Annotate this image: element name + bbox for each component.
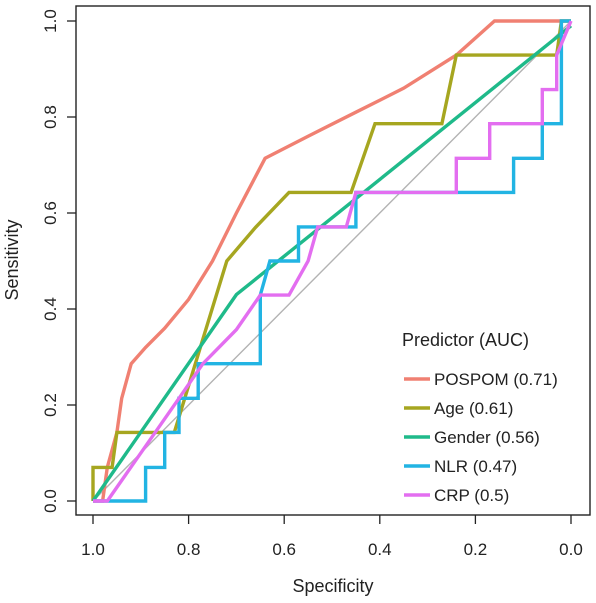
series-line-gender	[91, 24, 573, 502]
x-axis-title: Specificity	[292, 576, 373, 596]
legend-label: Gender (0.56)	[434, 428, 540, 447]
x-axis: 1.0 0.8 0.6 0.4 0.2 0.0	[81, 515, 583, 559]
x-tick-label: 0.6	[272, 540, 296, 559]
y-tick-label: 0.0	[41, 489, 60, 513]
x-tick-label: 0.4	[368, 540, 392, 559]
y-tick-label: 0.2	[41, 393, 60, 417]
legend-label: NLR (0.47)	[434, 457, 517, 476]
x-tick-label: 0.0	[559, 540, 583, 559]
y-tick-label: 1.0	[41, 9, 60, 33]
legend: Predictor (AUC) POSPOM (0.71) Age (0.61) G…	[402, 330, 558, 505]
legend-label: CRP (0.5)	[434, 486, 509, 505]
y-axis: 0.0 0.2 0.4 0.6 0.8 1.0	[41, 9, 76, 513]
series-line-crp	[93, 20, 573, 503]
x-tick-label: 0.8	[177, 540, 201, 559]
series-layer	[91, 19, 573, 503]
y-tick-label: 0.8	[41, 105, 60, 129]
series-line-nlr	[93, 19, 571, 503]
y-tick-label: 0.6	[41, 201, 60, 225]
y-tick-label: 0.4	[41, 297, 60, 321]
y-axis-title: Sensitivity	[2, 219, 22, 300]
legend-title: Predictor (AUC)	[402, 330, 529, 350]
plot-frame	[75, 5, 591, 516]
x-tick-label: 1.0	[81, 540, 105, 559]
x-tick-label: 0.2	[464, 540, 488, 559]
series-line-age	[91, 19, 571, 501]
legend-label: Age (0.61)	[434, 399, 513, 418]
legend-label: POSPOM (0.71)	[434, 370, 558, 389]
reference-diagonal	[92, 20, 572, 502]
